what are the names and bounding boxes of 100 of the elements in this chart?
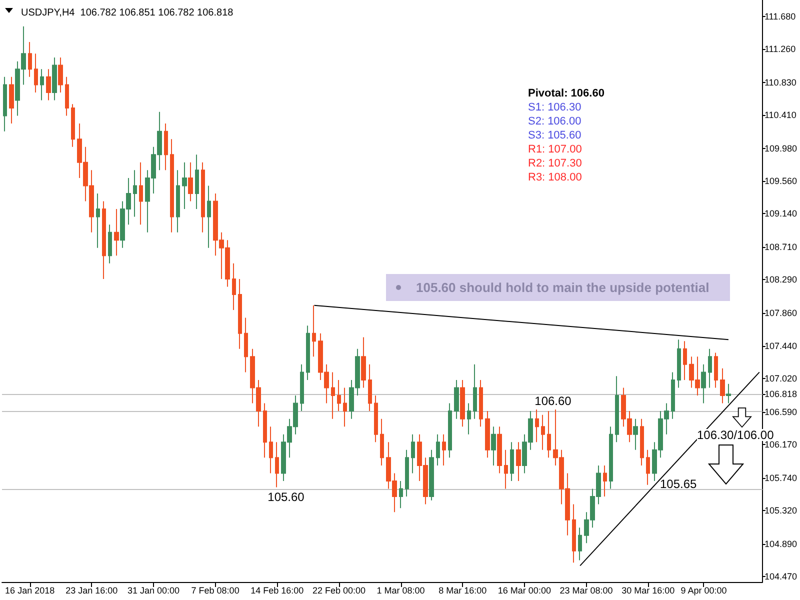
candlestick [182, 162, 187, 210]
candlestick [361, 336, 366, 388]
candlestick [609, 426, 613, 490]
x-tick-label: 16 Jan 2018 [5, 586, 55, 596]
candlestick [479, 379, 483, 428]
candlestick [701, 364, 706, 404]
y-tick-label: 107.020 [764, 373, 798, 384]
candlestick [102, 200, 106, 280]
candlestick [170, 138, 174, 233]
candlestick [460, 379, 465, 428]
annotation: 105.65 [660, 477, 698, 491]
candlestick [306, 325, 310, 380]
y-tick-label: 106.818 [764, 389, 798, 400]
candlestick [720, 368, 725, 404]
y-tick-label: 109.980 [764, 143, 798, 154]
candlestick [65, 76, 69, 116]
candlestick [9, 76, 14, 124]
y-tick-label: 107.860 [764, 308, 798, 318]
candlestick [683, 340, 687, 380]
candlestick [133, 170, 137, 218]
x-tick-label: 23 Mar 08:00 [560, 586, 613, 596]
candlestick [275, 442, 279, 488]
candlestick [368, 364, 372, 412]
annotation: S1: 106.30 [528, 102, 582, 114]
y-tick-label: 109.140 [764, 208, 798, 219]
annotation: 105.60 should hold to main the upside potential [416, 280, 710, 295]
annotation: Pivotal: 106.60 [528, 88, 604, 100]
candlestick [516, 442, 521, 482]
candlestick [34, 53, 38, 93]
candlestick [473, 364, 477, 420]
candlestick [52, 57, 57, 101]
annotation: R2: 107.30 [528, 158, 582, 170]
annotation: 106.30/106.00 [697, 428, 774, 442]
candlestick [467, 402, 471, 435]
candlestick [640, 418, 644, 466]
y-tick-label: 106.170 [764, 439, 798, 450]
annotation: R1: 107.00 [528, 144, 582, 156]
candlestick [40, 68, 44, 101]
y-tick-label: 107.440 [764, 340, 798, 351]
x-tick-label: 1 Mar 08:00 [376, 586, 425, 596]
candlestick [485, 410, 490, 458]
candlestick [244, 317, 248, 373]
candlestick [399, 480, 403, 509]
candlestick [603, 464, 607, 498]
candlestick [108, 224, 112, 264]
candlestick [343, 387, 347, 428]
candlestick [615, 376, 619, 443]
text: USDJPY,H4 106.782 106.851 106.782 106.818 [21, 8, 234, 18]
callout-box: 105.60 should hold to main the upside potential [386, 274, 730, 301]
candlestick [442, 434, 446, 466]
candlestick [374, 395, 378, 443]
candlestick [411, 434, 415, 474]
annotation: S2: 106.00 [528, 116, 582, 128]
candlestick [300, 364, 304, 412]
candlestick [176, 170, 180, 233]
candlestick [71, 104, 75, 148]
candlestick [28, 41, 32, 78]
y-tick-label: 105.320 [764, 506, 798, 516]
candlestick [96, 192, 100, 248]
candlestick [448, 402, 452, 458]
y-tick-label: 111.680 [764, 11, 796, 22]
x-tick-label: 22 Feb 00:00 [312, 586, 366, 596]
x-tick-label: 14 Feb 16:00 [250, 586, 304, 596]
y-tick-label: 105.740 [764, 472, 798, 483]
candlestick [429, 449, 434, 501]
x-tick-label: 23 Jan 16:00 [66, 586, 118, 596]
x-tick-label: 31 Jan 00:00 [127, 586, 180, 596]
candlestick [454, 379, 459, 420]
candlestick [714, 352, 718, 388]
x-tick-label: 7 Feb 08:00 [191, 586, 240, 596]
candlestick [633, 418, 638, 450]
annotation: S3: 105.60 [528, 130, 582, 142]
y-tick-label: 108.710 [764, 242, 798, 252]
candlestick [541, 414, 545, 450]
candlestick [195, 154, 199, 210]
candlestick [139, 162, 143, 226]
candlestick [114, 208, 119, 256]
candlestick [535, 409, 539, 443]
y-tick-label: 104.470 [764, 572, 798, 582]
candlestick [269, 426, 273, 474]
candlestick [188, 162, 193, 202]
candlestick [510, 442, 514, 482]
x-tick-label: 30 Mar 16:00 [622, 586, 675, 596]
candlestick [497, 426, 502, 474]
candlestick [58, 57, 63, 93]
y-tick-label: 108.290 [764, 274, 798, 285]
ref-line-label: 106.60 [534, 394, 572, 408]
candlestick [238, 278, 242, 350]
candlestick [3, 76, 7, 132]
candlestick [504, 449, 508, 490]
candlestick [263, 402, 267, 458]
candlestick [677, 339, 681, 388]
candlestick [164, 123, 168, 171]
candlestick [726, 383, 731, 404]
y-tick-label: 111.260 [764, 44, 796, 54]
candlestick [380, 418, 384, 466]
candlestick [201, 162, 205, 233]
candlestick [491, 426, 496, 466]
candlestick [572, 504, 576, 564]
ref-line-label: 105.60 [268, 490, 305, 504]
